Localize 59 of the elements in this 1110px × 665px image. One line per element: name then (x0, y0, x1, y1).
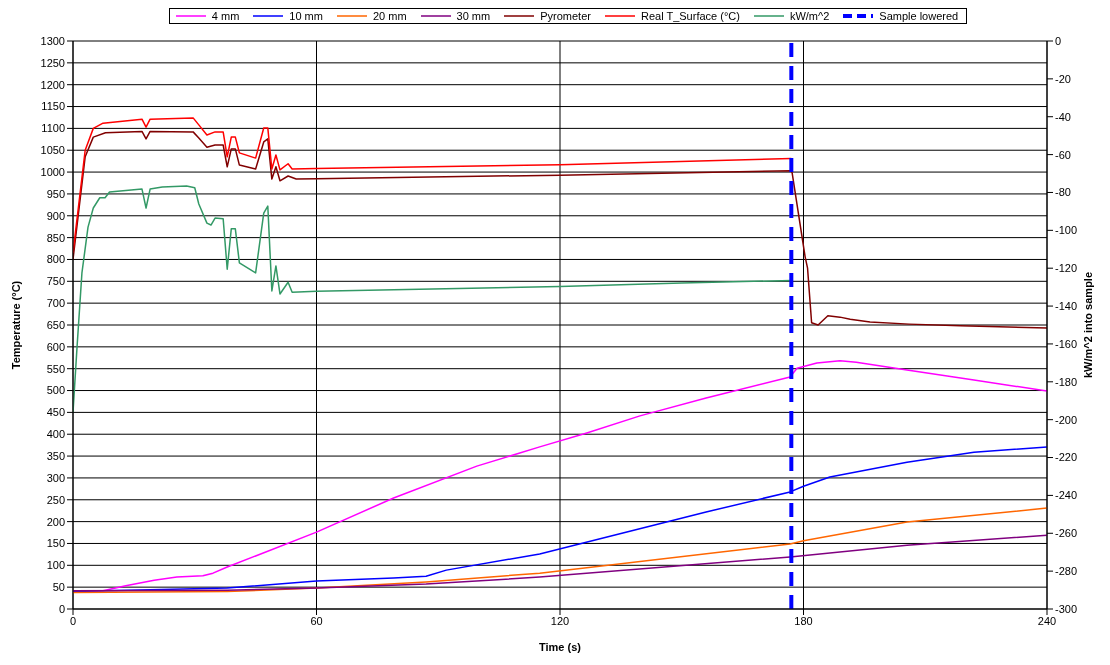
y-tick-label: 250 (46, 493, 65, 506)
legend-label: 30 mm (456, 10, 491, 22)
y-tick-label: 1150 (41, 100, 65, 113)
x-tick-label: 0 (69, 614, 77, 627)
legend-label: 4 mm (211, 10, 240, 22)
y-tick-label: 700 (46, 297, 65, 310)
y2-tick-label: -60 (1055, 148, 1071, 161)
y-tick-label: 1300 (40, 34, 65, 47)
y2-tick-label: -80 (1055, 186, 1071, 199)
y-tick-label: 900 (46, 209, 65, 222)
y-tick-label: 1000 (40, 165, 65, 178)
y-tick-label: 200 (46, 515, 65, 528)
y2-tick-label: -140 (1055, 299, 1078, 312)
y2-tick-label: -20 (1055, 72, 1071, 85)
x-tick-label: 120 (550, 614, 570, 627)
y-tick-label: 400 (46, 428, 65, 441)
y-axis-title: Temperature (°C) (9, 280, 22, 370)
y-tick-label: 1100 (41, 122, 65, 135)
legend-label: 10 mm (289, 10, 323, 22)
legend-label: kW/m^2 (789, 10, 830, 22)
y-tick-label: 500 (46, 384, 65, 397)
y-tick-label: 50 (52, 581, 65, 594)
y2-tick-label: -160 (1055, 337, 1078, 350)
y-tick-label: 600 (46, 340, 65, 353)
y-tick-label: 550 (46, 362, 65, 375)
y-tick-label: 850 (46, 231, 65, 244)
y2-tick-label: -200 (1055, 413, 1078, 426)
y-tick-label: 1250 (40, 56, 65, 69)
legend-label: Sample lowered (879, 10, 959, 22)
y-tick-label: 0 (58, 602, 65, 615)
y2-tick-label: -40 (1055, 110, 1071, 123)
y2-tick-label: -280 (1055, 565, 1078, 578)
y-tick-label: 350 (46, 449, 65, 462)
legend-label: Real T_Surface (°C) (640, 10, 740, 22)
y-tick-label: 100 (46, 559, 65, 572)
y2-tick-label: -260 (1055, 527, 1078, 540)
x-axis-title: Time (s) (539, 641, 582, 653)
y-tick-label: 300 (46, 471, 65, 484)
y2-tick-label: 0 (1055, 34, 1062, 47)
y-tick-label: 150 (46, 537, 65, 550)
y2-tick-label: -100 (1055, 224, 1078, 237)
x-tick-label: 60 (310, 614, 323, 627)
y-tick-label: 1050 (40, 144, 65, 157)
legend-label: 20 mm (372, 10, 407, 22)
x-tick-label: 240 (1037, 614, 1057, 627)
y2-tick-label: -180 (1055, 375, 1078, 388)
y2-tick-label: -120 (1055, 262, 1078, 275)
y-tick-label: 950 (46, 187, 65, 200)
y-tick-label: 650 (46, 318, 65, 331)
y2-tick-label: -240 (1055, 489, 1078, 502)
y2-tick-label: -300 (1055, 602, 1078, 615)
y-tick-label: 800 (46, 253, 65, 266)
y2-tick-label: -220 (1055, 451, 1078, 464)
x-tick-label: 180 (794, 614, 813, 627)
legend-label: Pyrometer (540, 10, 591, 22)
y2-axis-title: kW/m^2 into sample (1081, 271, 1094, 379)
y-tick-label: 1200 (40, 78, 65, 91)
y-tick-label: 750 (46, 275, 65, 288)
y-tick-label: 450 (46, 406, 65, 419)
